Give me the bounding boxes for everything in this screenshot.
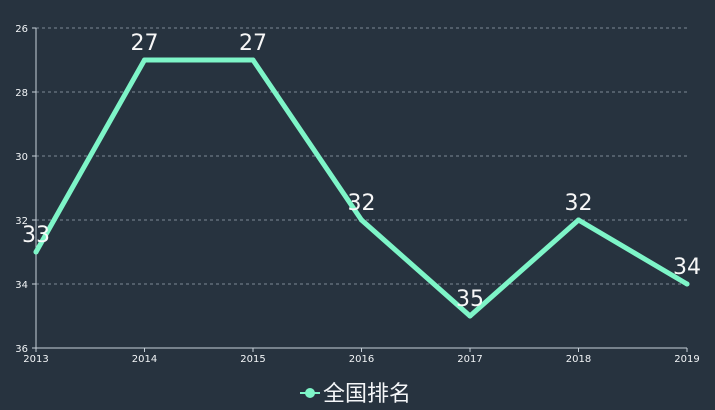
y-tick-label: 36: [15, 344, 28, 355]
series-line: [33, 57, 690, 319]
x-tick-label: 2018: [566, 354, 591, 365]
x-tick-label: 2016: [349, 354, 374, 365]
x-tick-label: 2017: [457, 354, 482, 365]
data-point[interactable]: [33, 249, 39, 255]
data-point[interactable]: [684, 281, 690, 287]
y-tick-label: 34: [15, 280, 28, 291]
y-tick-label: 30: [15, 152, 28, 163]
data-labels: 33 27 27 32 35 32 34: [22, 31, 701, 312]
series: [33, 57, 690, 319]
x-tick-label: 2019: [674, 354, 699, 365]
data-label: 33: [22, 223, 50, 248]
data-point[interactable]: [359, 217, 364, 223]
data-point[interactable]: [467, 313, 473, 319]
data-label: 32: [565, 191, 593, 216]
data-label: 32: [348, 191, 376, 216]
x-tick-label: 2015: [240, 354, 265, 365]
grid-lines: [36, 27, 687, 285]
legend-label: 全国排名: [323, 382, 411, 407]
y-tick-label: 32: [15, 216, 28, 227]
y-tick-label: 28: [15, 88, 28, 99]
legend-marker-icon: [305, 388, 315, 398]
data-point[interactable]: [576, 217, 581, 223]
data-label: 27: [131, 31, 159, 56]
y-tick-label: 26: [15, 24, 28, 35]
x-tick-label: 2013: [23, 354, 48, 365]
data-label: 27: [239, 31, 267, 56]
legend[interactable]: 全国排名: [300, 382, 411, 407]
data-point[interactable]: [250, 57, 256, 63]
data-point[interactable]: [142, 57, 147, 63]
data-label: 35: [456, 287, 484, 312]
x-tick-label: 2014: [132, 354, 157, 365]
data-label: 34: [673, 255, 701, 280]
x-tick-labels: 2013 2014 2015 2016 2017 2018 2019: [23, 348, 700, 365]
y-tick-labels: 26 28 30 32 34 36: [15, 24, 36, 355]
